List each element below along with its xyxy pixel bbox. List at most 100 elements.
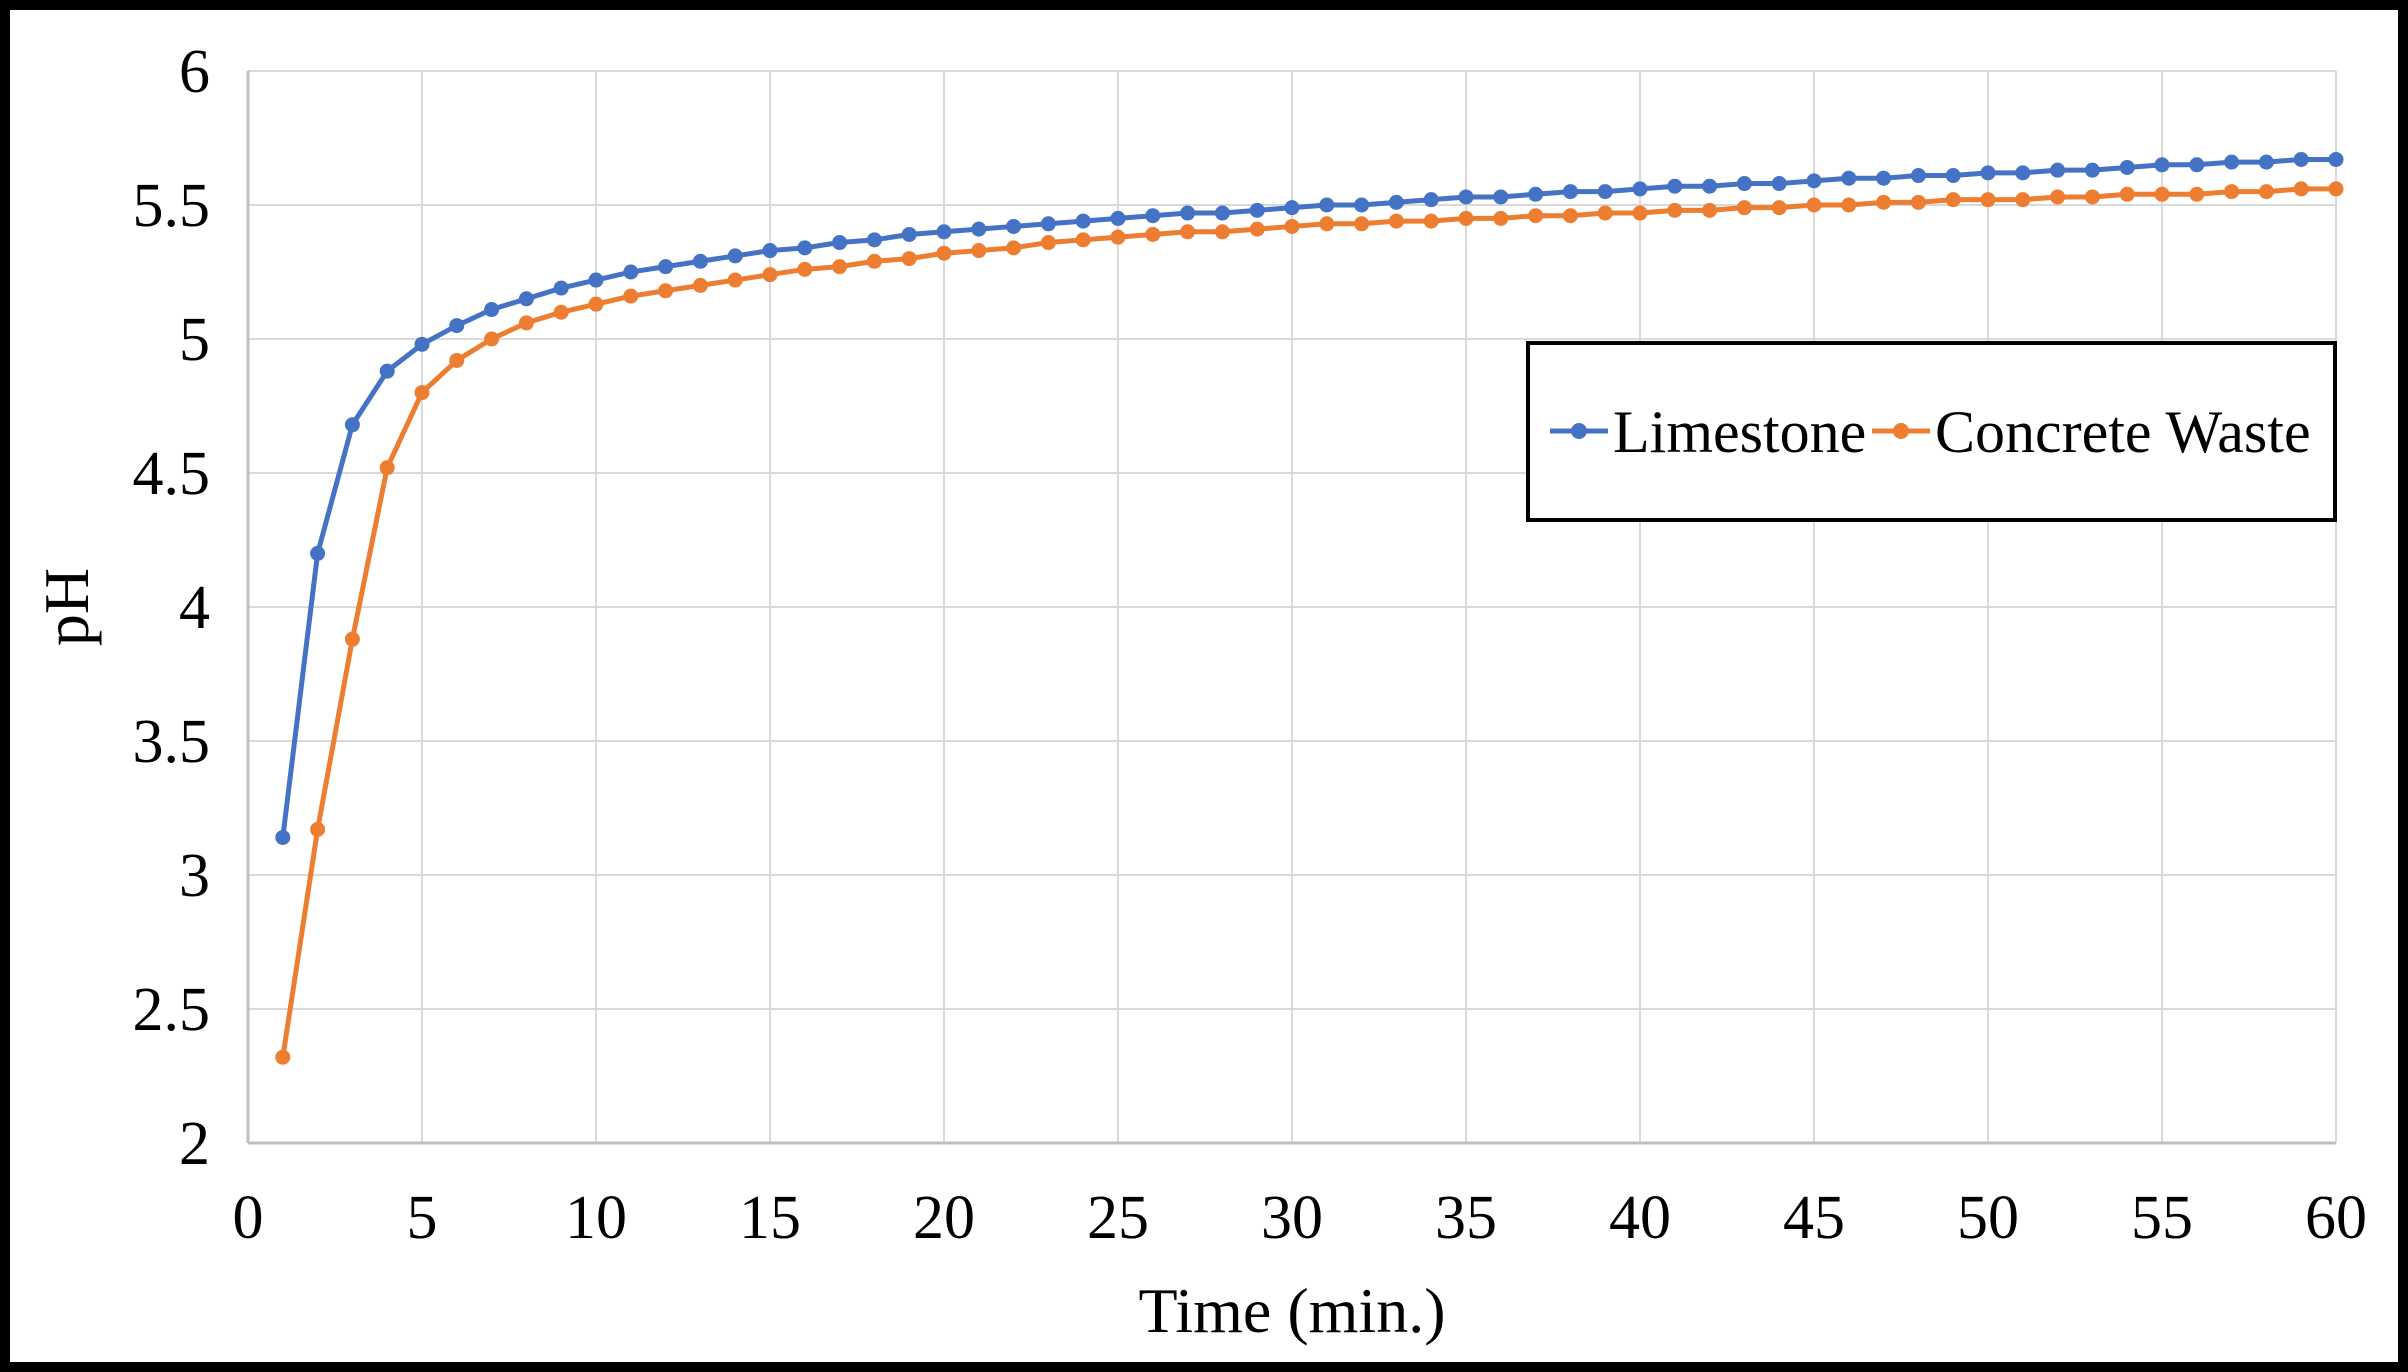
limestone-data-point bbox=[379, 363, 395, 379]
y-tick-label: 5.5 bbox=[133, 172, 211, 240]
concrete-waste-data-point bbox=[1319, 216, 1335, 232]
limestone-data-point bbox=[2015, 165, 2031, 181]
series-layer bbox=[275, 151, 2344, 1065]
concrete-waste-data-point bbox=[2189, 186, 2205, 202]
concrete-waste-data-point bbox=[658, 283, 674, 299]
concrete-waste-data-point bbox=[1562, 208, 1578, 224]
limestone-data-point bbox=[1075, 213, 1091, 229]
y-tick-label: 4.5 bbox=[133, 440, 211, 508]
concrete-waste-data-point bbox=[275, 1049, 291, 1065]
concrete-waste-data-point bbox=[1180, 224, 1196, 240]
limestone-data-point bbox=[1354, 197, 1370, 213]
limestone-data-point bbox=[1528, 186, 1544, 202]
concrete-waste-data-point bbox=[1284, 218, 1300, 234]
limestone-data-point bbox=[1980, 165, 1996, 181]
concrete-waste-data-point bbox=[2328, 181, 2344, 197]
limestone-data-point bbox=[1388, 194, 1404, 210]
concrete-waste-data-point bbox=[1736, 200, 1752, 216]
limestone-data-point bbox=[866, 232, 882, 248]
limestone-data-point bbox=[1702, 178, 1718, 194]
y-tick-label: 4 bbox=[179, 574, 210, 642]
limestone-data-point bbox=[553, 280, 569, 296]
concrete-waste-data-point bbox=[1493, 210, 1509, 226]
concrete-waste-data-point bbox=[692, 277, 708, 293]
concrete-waste-data-point bbox=[414, 385, 430, 401]
concrete-waste-data-point bbox=[1910, 194, 1926, 210]
limestone-data-point bbox=[623, 264, 639, 280]
concrete-waste-data-point bbox=[866, 253, 882, 269]
limestone-data-point bbox=[1458, 189, 1474, 205]
concrete-waste-data-point bbox=[971, 243, 987, 259]
concrete-waste-data-point bbox=[588, 296, 604, 312]
concrete-waste-data-point bbox=[484, 331, 500, 347]
limestone-data-point bbox=[658, 259, 674, 275]
limestone-data-point bbox=[2154, 157, 2170, 173]
limestone-data-point bbox=[727, 248, 743, 264]
x-axis-title: Time (min.) bbox=[1139, 1275, 1446, 1346]
x-tick-label: 25 bbox=[1087, 1184, 1149, 1252]
concrete-waste-data-point bbox=[379, 460, 395, 476]
concrete-waste-data-point bbox=[449, 352, 465, 368]
limestone-data-point bbox=[2328, 151, 2344, 167]
legend-box: Limestone Concrete Waste bbox=[1526, 341, 2337, 522]
x-tick-label: 50 bbox=[1957, 1184, 2019, 1252]
limestone-data-point bbox=[1180, 205, 1196, 221]
limestone-data-point bbox=[2258, 154, 2274, 170]
x-tick-label: 0 bbox=[233, 1184, 264, 1252]
concrete-waste-data-point bbox=[1110, 229, 1126, 245]
concrete-waste-data-point bbox=[901, 251, 917, 267]
limestone-data-point bbox=[275, 829, 291, 845]
limestone-data-point bbox=[449, 318, 465, 334]
limestone-data-point bbox=[2084, 162, 2100, 178]
y-tick-labels: 2 2.5 3 3.5 4 4.5 5 5.5 6 bbox=[133, 38, 211, 1178]
limestone-data-point bbox=[832, 235, 848, 251]
concrete-waste-legend-marker bbox=[1893, 423, 1909, 439]
concrete-waste-data-point bbox=[1145, 226, 1161, 242]
x-tick-label: 35 bbox=[1435, 1184, 1497, 1252]
concrete-waste-data-point bbox=[1945, 192, 1961, 208]
concrete-waste-data-point bbox=[762, 267, 778, 283]
concrete-waste-series-line bbox=[280, 186, 2339, 1060]
y-tick-label: 2.5 bbox=[133, 976, 211, 1044]
concrete-waste-data-point bbox=[1528, 208, 1544, 224]
x-tick-label: 5 bbox=[407, 1184, 438, 1252]
limestone-data-point bbox=[1771, 176, 1787, 192]
limestone-data-point bbox=[1284, 200, 1300, 216]
y-tick-label: 2 bbox=[179, 1110, 210, 1178]
limestone-data-point bbox=[484, 302, 500, 318]
limestone-data-point bbox=[1945, 168, 1961, 184]
concrete-waste-data-point bbox=[1806, 197, 1822, 213]
concrete-waste-data-point bbox=[2084, 189, 2100, 205]
concrete-waste-data-point bbox=[1597, 205, 1613, 221]
concrete-waste-data-point bbox=[1040, 235, 1056, 251]
concrete-waste-legend-label: Concrete Waste bbox=[1935, 399, 2311, 465]
limestone-data-point bbox=[692, 253, 708, 269]
concrete-waste-data-point bbox=[310, 821, 326, 837]
limestone-data-point bbox=[1736, 176, 1752, 192]
x-tick-label: 20 bbox=[913, 1184, 975, 1252]
limestone-data-point bbox=[1632, 181, 1648, 197]
limestone-data-point bbox=[344, 417, 360, 433]
limestone-data-point bbox=[1423, 192, 1439, 208]
concrete-waste-data-point bbox=[797, 261, 813, 277]
y-tick-label: 3.5 bbox=[133, 708, 211, 776]
limestone-data-point bbox=[1597, 184, 1613, 200]
limestone-data-point bbox=[1806, 173, 1822, 189]
limestone-data-point bbox=[2189, 157, 2205, 173]
limestone-data-point bbox=[971, 221, 987, 237]
concrete-waste-data-point bbox=[518, 315, 534, 331]
limestone-data-point bbox=[1910, 168, 1926, 184]
concrete-waste-data-point bbox=[1771, 200, 1787, 216]
y-tick-label: 5 bbox=[179, 306, 210, 374]
legend-border bbox=[1526, 341, 2337, 522]
limestone-data-point bbox=[1214, 205, 1230, 221]
limestone-data-point bbox=[2119, 159, 2135, 175]
concrete-waste-data-point bbox=[1354, 216, 1370, 232]
concrete-waste-data-point bbox=[1632, 205, 1648, 221]
limestone-data-point bbox=[901, 226, 917, 242]
limestone-data-point bbox=[2293, 151, 2309, 167]
concrete-waste-data-point bbox=[1075, 232, 1091, 248]
concrete-waste-data-point bbox=[553, 304, 569, 320]
ph-vs-time-line-chart: 0 5 10 15 20 25 30 35 40 45 50 55 60 2 2.5 3 3.5 4 4.5 5 5.… bbox=[31, 38, 2367, 1346]
